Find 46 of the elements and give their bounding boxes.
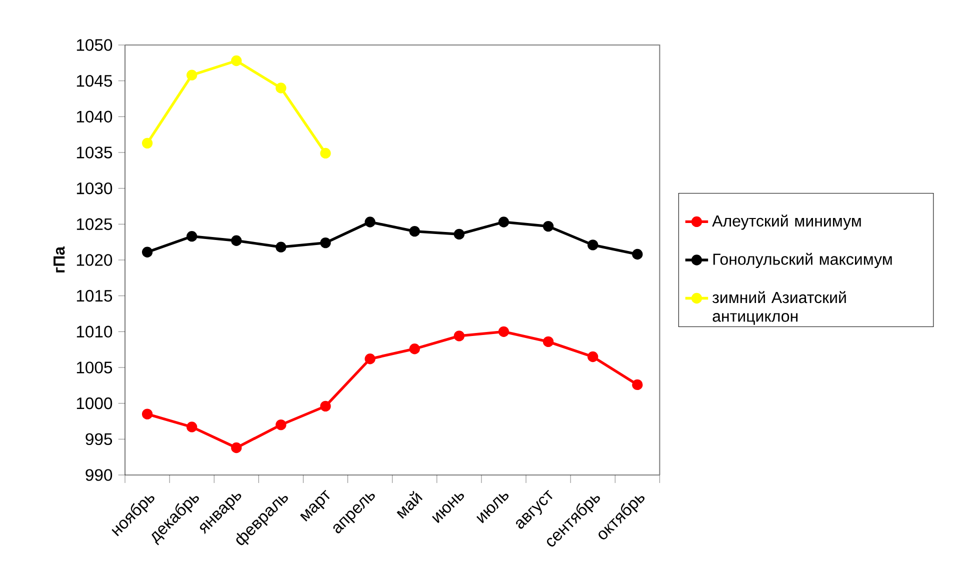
y-tick-label: 1045	[76, 74, 112, 87]
legend-label: зимний Азиатский антициклон	[712, 291, 846, 325]
point	[186, 70, 198, 80]
y-tick-label: 1020	[76, 254, 112, 266]
y-tick-label: 990	[86, 469, 112, 481]
point	[320, 400, 331, 412]
y-axis-title: гПа	[54, 246, 65, 272]
point	[542, 336, 554, 348]
point	[454, 330, 465, 342]
y-tick-label: 1040	[76, 110, 112, 123]
y-tick-label: 1000	[76, 397, 112, 410]
point	[320, 148, 331, 159]
point	[498, 216, 510, 228]
y-tick-label: 1050	[76, 39, 112, 51]
point	[231, 55, 242, 66]
y-tick-label: 1015	[76, 290, 112, 302]
point	[409, 344, 420, 354]
y-tick-label: 1005	[76, 362, 112, 374]
point	[364, 354, 376, 364]
point	[142, 246, 153, 258]
point	[320, 237, 331, 248]
point	[186, 231, 198, 242]
point	[276, 82, 286, 94]
legend-label: Алеутский минимум	[712, 214, 861, 230]
point	[142, 408, 153, 420]
point	[364, 216, 376, 228]
legend-label: Гонолульский максимум	[713, 252, 892, 268]
y-tick-label: 1010	[76, 326, 112, 338]
point	[632, 379, 643, 390]
point	[588, 240, 598, 250]
point	[186, 422, 198, 432]
y-tick-label: 1025	[76, 218, 112, 230]
point	[231, 442, 242, 454]
y-tick-label: 995	[86, 433, 112, 446]
point	[632, 248, 643, 260]
point	[542, 220, 554, 232]
point	[142, 138, 153, 149]
y-tick-label: 1030	[76, 182, 112, 194]
point	[454, 228, 465, 240]
point	[231, 235, 242, 246]
point	[276, 419, 286, 430]
y-tick-label: 1035	[76, 146, 112, 158]
point	[588, 351, 598, 362]
point	[498, 326, 510, 337]
point	[276, 242, 286, 252]
point	[409, 226, 420, 237]
